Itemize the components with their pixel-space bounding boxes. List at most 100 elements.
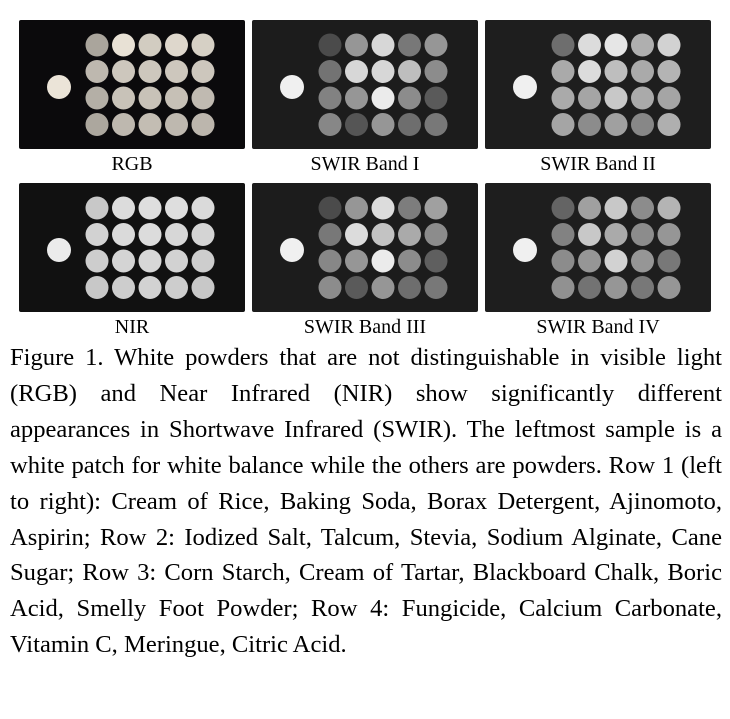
powder-sample-disk: [85, 249, 109, 273]
powder-sample-disk: [371, 249, 395, 273]
powder-sample-disk: [165, 223, 188, 246]
powder-sample-disk: [112, 86, 135, 110]
white-balance-patch: [47, 238, 71, 262]
powder-sample-disk: [165, 113, 188, 136]
powder-sample-disk: [578, 223, 601, 246]
powder-sample-disk: [657, 60, 681, 83]
powder-sample-disk: [604, 276, 628, 299]
powder-sample-disk: [191, 276, 215, 299]
powder-sample-disk: [657, 113, 681, 136]
powder-sample-disk: [604, 113, 628, 136]
powder-sample-disk: [631, 33, 654, 57]
powder-sample-disk: [424, 86, 448, 110]
panel-rgb-image: [19, 20, 245, 149]
powder-sample-disk: [578, 86, 601, 110]
powder-sample-disk: [631, 86, 654, 110]
powder-sample-disk: [398, 60, 421, 83]
panel-label-swir-band-4: SWIR Band IV: [536, 316, 660, 338]
powder-sample-disk: [138, 60, 162, 83]
panel-label-swir-band-2: SWIR Band II: [540, 153, 656, 175]
panel-swir-band-1-svg: [252, 20, 478, 149]
powder-sample-disk: [424, 196, 448, 220]
powder-sample-disk: [631, 249, 654, 273]
white-balance-patch: [280, 75, 304, 99]
powder-sample-disk: [657, 86, 681, 110]
powder-sample-disk: [604, 86, 628, 110]
powder-sample-disk: [371, 60, 395, 83]
powder-sample-disk: [112, 249, 135, 273]
powder-sample-disk: [578, 33, 601, 57]
powder-sample-disk: [424, 60, 448, 83]
powder-sample-disk: [631, 276, 654, 299]
powder-sample-disk: [551, 223, 575, 246]
powder-sample-disk: [165, 249, 188, 273]
powder-sample-disk: [371, 196, 395, 220]
powder-sample-disk: [345, 223, 368, 246]
panel-label-swir-band-1: SWIR Band I: [310, 153, 420, 175]
powder-sample-disk: [112, 196, 135, 220]
powder-sample-disk: [551, 60, 575, 83]
powder-sample-disk: [424, 249, 448, 273]
powder-sample-disk: [551, 276, 575, 299]
powder-sample-disk: [138, 249, 162, 273]
powder-sample-disk: [138, 276, 162, 299]
panel-nir-image: [19, 183, 245, 312]
powder-sample-disk: [85, 33, 109, 57]
powder-sample-disk: [318, 113, 342, 136]
panel-rgb-svg: [19, 20, 245, 149]
powder-sample-disk: [424, 276, 448, 299]
powder-sample-disk: [85, 276, 109, 299]
powder-sample-disk: [657, 196, 681, 220]
powder-sample-disk: [112, 276, 135, 299]
powder-sample-disk: [551, 33, 575, 57]
powder-sample-disk: [85, 223, 109, 246]
powder-sample-disk: [191, 223, 215, 246]
powder-sample-disk: [85, 113, 109, 136]
powder-sample-disk: [551, 196, 575, 220]
powder-sample-disk: [112, 113, 135, 136]
powder-sample-disk: [424, 223, 448, 246]
powder-sample-disk: [631, 113, 654, 136]
white-balance-patch: [513, 238, 537, 262]
powder-sample-disk: [165, 33, 188, 57]
powder-sample-disk: [631, 223, 654, 246]
panel-swir-band-2-svg: [485, 20, 711, 149]
powder-sample-disk: [345, 60, 368, 83]
powder-sample-disk: [371, 86, 395, 110]
powder-sample-disk: [604, 60, 628, 83]
powder-sample-disk: [191, 86, 215, 110]
powder-sample-disk: [85, 60, 109, 83]
powder-sample-disk: [318, 276, 342, 299]
powder-sample-disk: [604, 33, 628, 57]
panel-swir-band-3-image: [252, 183, 478, 312]
powder-sample-disk: [138, 223, 162, 246]
powder-sample-disk: [112, 60, 135, 83]
powder-sample-disk: [398, 223, 421, 246]
powder-sample-disk: [165, 60, 188, 83]
powder-sample-disk: [371, 223, 395, 246]
powder-sample-disk: [631, 196, 654, 220]
powder-sample-disk: [318, 196, 342, 220]
powder-sample-disk: [345, 276, 368, 299]
panel-label-rgb: RGB: [111, 153, 153, 175]
powder-sample-disk: [578, 196, 601, 220]
white-balance-patch: [513, 75, 537, 99]
powder-sample-disk: [138, 86, 162, 110]
powder-sample-disk: [191, 60, 215, 83]
powder-sample-disk: [345, 33, 368, 57]
powder-sample-disk: [657, 276, 681, 299]
panel-label-swir-band-3: SWIR Band III: [303, 316, 427, 338]
powder-sample-disk: [191, 249, 215, 273]
powder-sample-disk: [191, 33, 215, 57]
powder-sample-disk: [424, 33, 448, 57]
figure-label: Figure 1.: [10, 344, 104, 371]
panel-nir-svg: [19, 183, 245, 312]
panel-swir-band-2-image: [485, 20, 711, 149]
figure-caption: Figure 1. White powders that are not dis…: [10, 340, 722, 663]
powder-sample-disk: [398, 33, 421, 57]
powder-sample-disk: [371, 276, 395, 299]
caption-text: White powders that are not distinguishab…: [10, 344, 722, 659]
powder-sample-disk: [371, 113, 395, 136]
powder-sample-disk: [345, 113, 368, 136]
powder-sample-disk: [578, 276, 601, 299]
